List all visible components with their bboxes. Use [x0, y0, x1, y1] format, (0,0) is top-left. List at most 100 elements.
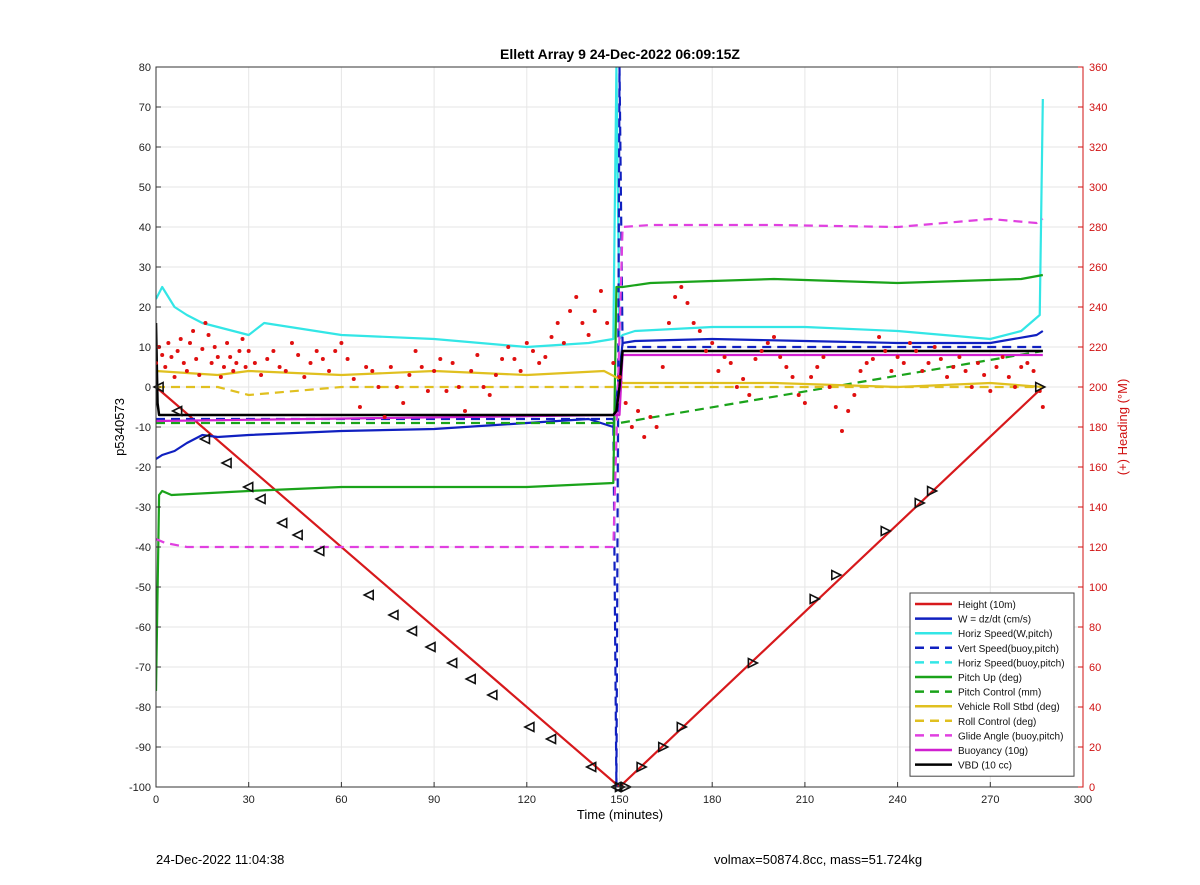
heading-point [395, 385, 400, 389]
series-line [156, 386, 1044, 787]
heading-point [592, 309, 597, 313]
heading-point [907, 341, 912, 345]
heading-point [212, 345, 217, 349]
axes: 0 30 60 90 120 150 180 210 240 270 300-100-90-80-7… [129, 62, 1107, 806]
legend-entry: Pitch Control (mm) [958, 688, 1041, 699]
heading-point [407, 373, 412, 377]
heading-point [759, 349, 764, 353]
series-layer [152, 67, 1047, 793]
heading-point [920, 369, 925, 373]
series-line [156, 385, 1043, 397]
legend-entry: W = dz/dt (cm/s) [958, 615, 1031, 626]
height-marker [241, 481, 254, 493]
y2-tick-label: 300 [1089, 182, 1107, 194]
y-tick-label: 0 [145, 382, 151, 394]
heading-point [252, 361, 257, 365]
y-tick-label: -30 [135, 502, 151, 514]
y2-tick-label: 220 [1089, 342, 1107, 354]
heading-point [1000, 355, 1005, 359]
heading-point [231, 369, 236, 373]
y-tick-label: -70 [135, 662, 151, 674]
height-marker [584, 761, 597, 773]
heading-point [259, 373, 264, 377]
heading-point [184, 369, 189, 373]
heading-point [611, 361, 616, 365]
height-marker [914, 497, 927, 509]
y2-tick-label: 60 [1089, 662, 1101, 674]
footer-timestamp: 24-Dec-2022 11:04:38 [156, 852, 285, 867]
legend-entry: Horiz Speed(buoy,pitch) [958, 658, 1065, 669]
heading-point [852, 393, 857, 397]
heading-point [722, 355, 727, 359]
y-tick-label: -10 [135, 422, 151, 434]
heading-point [957, 355, 962, 359]
heading-point [1031, 369, 1036, 373]
heading-point [1019, 365, 1024, 369]
heading-point [796, 393, 801, 397]
heading-point [487, 393, 492, 397]
heading-point [175, 349, 180, 353]
height-marker [880, 525, 893, 537]
y-tick-label: 70 [139, 102, 151, 114]
height-marker [464, 673, 476, 685]
heading-point [388, 365, 393, 369]
height-marker [544, 733, 557, 745]
heading-point [240, 337, 245, 341]
heading-point [243, 365, 248, 369]
height-marker [809, 593, 821, 605]
heading-point [1006, 375, 1011, 379]
legend-entry: Glide Angle (buoy,pitch) [958, 731, 1063, 742]
y2-tick-label: 240 [1089, 302, 1107, 314]
heading-point [741, 377, 746, 381]
series-line [156, 330, 1044, 460]
heading-point [821, 355, 826, 359]
x-tick-label: 150 [610, 794, 628, 806]
heading-point [778, 355, 783, 359]
heading-point [530, 349, 535, 353]
height-marker [445, 657, 458, 669]
y-tick-label: -100 [129, 782, 151, 794]
heading-point [339, 341, 344, 345]
heading-point [438, 357, 443, 361]
heading-point [870, 357, 875, 361]
y-tick-label: -20 [135, 462, 151, 474]
y2-tick-label: 120 [1089, 542, 1107, 554]
height-marker [747, 657, 760, 669]
legend-entry: Vert Speed(buoy,pitch) [958, 644, 1059, 655]
heading-point [163, 365, 168, 369]
heading-point [493, 373, 498, 377]
legend-entry: Height (10m) [958, 600, 1016, 611]
heading-point [234, 361, 239, 365]
heading-point [988, 389, 993, 393]
series-line [156, 67, 1044, 349]
heading-point [839, 429, 844, 433]
heading-point [160, 353, 165, 357]
heading-point [289, 341, 294, 345]
heading-point [524, 341, 529, 345]
heading-point [475, 353, 480, 357]
heading-point [206, 333, 211, 337]
heading-point [969, 385, 974, 389]
heading-point [181, 361, 186, 365]
heading-point [710, 341, 715, 345]
heading-point [574, 295, 579, 299]
y-tick-label: 50 [139, 182, 151, 194]
heading-point [605, 321, 610, 325]
y2-tick-label: 320 [1089, 142, 1107, 154]
heading-point [765, 341, 770, 345]
x-tick-label: 180 [703, 794, 721, 806]
heading-point [456, 385, 461, 389]
heading-point [982, 373, 987, 377]
y2-tick-label: 360 [1089, 62, 1107, 74]
legend-entry: Roll Control (deg) [958, 717, 1036, 728]
heading-point [1040, 405, 1045, 409]
heading-point [194, 357, 199, 361]
heading-point [215, 355, 220, 359]
height-marker [486, 689, 498, 701]
y2-tick-label: 140 [1089, 502, 1107, 514]
heading-point [673, 295, 678, 299]
y2-tick-label: 20 [1089, 742, 1101, 754]
chart-title: Ellett Array 9 24-Dec-2022 06:09:15Z [500, 46, 740, 62]
heading-point [271, 349, 276, 353]
heading-point [364, 365, 369, 369]
